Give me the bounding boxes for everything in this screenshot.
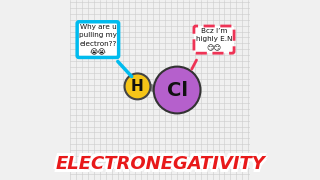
Text: Why are u
pulling my
electron??
😭😭: Why are u pulling my electron?? 😭😭 — [79, 24, 117, 56]
Circle shape — [124, 73, 150, 99]
Text: ELECTRONEGATIVITY: ELECTRONEGATIVITY — [53, 158, 263, 176]
Text: Bcz I’m
highly E.N
😏😏: Bcz I’m highly E.N 😏😏 — [196, 28, 232, 51]
Text: ELECTRONEGATIVITY: ELECTRONEGATIVITY — [57, 152, 267, 170]
Text: ELECTRONEGATIVITY: ELECTRONEGATIVITY — [53, 152, 263, 170]
Text: ELECTRONEGATIVITY: ELECTRONEGATIVITY — [55, 155, 265, 173]
Text: ELECTRONEGATIVITY: ELECTRONEGATIVITY — [53, 155, 263, 173]
Text: Cl: Cl — [167, 80, 188, 100]
Text: ELECTRONEGATIVITY: ELECTRONEGATIVITY — [55, 158, 265, 176]
Circle shape — [154, 67, 201, 113]
Text: ELECTRONEGATIVITY: ELECTRONEGATIVITY — [57, 155, 267, 173]
Text: ELECTRONEGATIVITY: ELECTRONEGATIVITY — [55, 152, 265, 170]
Text: H: H — [131, 79, 144, 94]
Text: ELECTRONEGATIVITY: ELECTRONEGATIVITY — [57, 158, 267, 176]
